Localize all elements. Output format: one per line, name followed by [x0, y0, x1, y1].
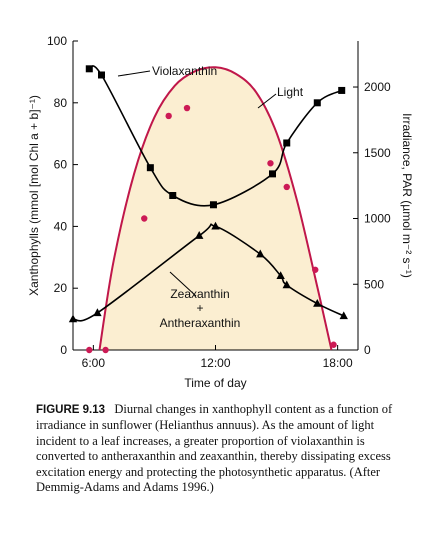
light-measurement-point	[283, 183, 290, 191]
y2-axis-title: Irradiance, PAR (µmol m⁻² s⁻¹)	[400, 113, 414, 278]
zeaxanthin-antheraxanthin-point	[256, 249, 265, 258]
zeaxanthin-antheraxanthin-point	[93, 308, 102, 317]
light-measurement-point	[141, 215, 148, 222]
caption-text: Diurnal changes in xanthophyll content a…	[36, 402, 393, 495]
violaxanthin-leader	[117, 70, 151, 77]
y2-tick-label: 0	[364, 343, 371, 357]
light-curve	[98, 66, 333, 351]
zeaxanthin-antheraxanthin-point	[339, 311, 348, 320]
light-measurement-point	[102, 346, 109, 354]
y2-tick-label: 2000	[364, 80, 391, 94]
y2-tick-label: 500	[364, 277, 384, 291]
zeaxanthin-antheraxanthin-point	[195, 231, 204, 239]
violaxanthin-point	[146, 164, 154, 172]
zeaxanthin-antheraxanthin-point	[211, 221, 220, 230]
light-area-fill	[99, 67, 332, 350]
light-measurement-point	[330, 341, 337, 348]
y-tick-label: 100	[47, 34, 67, 48]
x-tick-label: 6:00	[82, 356, 106, 370]
y-tick-label: 0	[60, 343, 67, 357]
light-measurement-point	[165, 112, 172, 120]
light-measurement-point	[86, 346, 93, 354]
zeaxanthin-antheraxanthin-point	[282, 280, 291, 289]
zeaxanthin-antheraxanthin-line	[72, 223, 345, 322]
x-axis-title: Time of day	[184, 376, 246, 390]
light-measurement-point	[183, 104, 191, 112]
zeaxanthin-leader	[169, 271, 197, 297]
zeaxanthin-label: Zeaxanthin	[170, 287, 229, 301]
caption-label: FIGURE 9.13	[36, 404, 106, 416]
y-axis-title: Xanthophylls (mmol [mol Chl a + b]⁻¹)	[27, 95, 41, 296]
violaxanthin-point	[209, 201, 217, 209]
violaxanthin-point	[169, 192, 177, 199]
y-tick-label: 20	[54, 281, 68, 295]
light-measurement-point	[267, 160, 274, 167]
violaxanthin-point	[283, 139, 291, 147]
x-tick-label: 12:00	[200, 356, 230, 370]
antheraxanthin-label: Antheraxanthin	[160, 316, 241, 330]
violaxanthin-point	[269, 170, 276, 178]
zeaxanthin-antheraxanthin-point	[313, 299, 322, 307]
y-tick-label: 80	[54, 96, 68, 110]
plus-label: +	[196, 301, 203, 315]
y2-tick-label: 1500	[364, 146, 391, 160]
zeaxanthin-antheraxanthin-point	[68, 314, 78, 323]
x-tick-label: 18:00	[323, 356, 353, 370]
zeaxanthin-antheraxanthin-point	[276, 271, 285, 279]
light-measurement-point	[312, 266, 319, 273]
light-leader	[257, 93, 277, 109]
light-label: Light	[277, 85, 304, 99]
violaxanthin-point	[85, 65, 93, 73]
violaxanthin-point	[313, 99, 321, 107]
violaxanthin-point	[98, 71, 105, 79]
y2-tick-label: 1000	[364, 212, 391, 226]
y-tick-label: 60	[54, 158, 68, 172]
figure-caption: FIGURE 9.13 Diurnal changes in xanthophy…	[36, 402, 408, 495]
violaxanthin-point	[338, 86, 346, 94]
violaxanthin-label: Violaxanthin	[152, 64, 217, 78]
y-tick-label: 40	[54, 219, 68, 233]
